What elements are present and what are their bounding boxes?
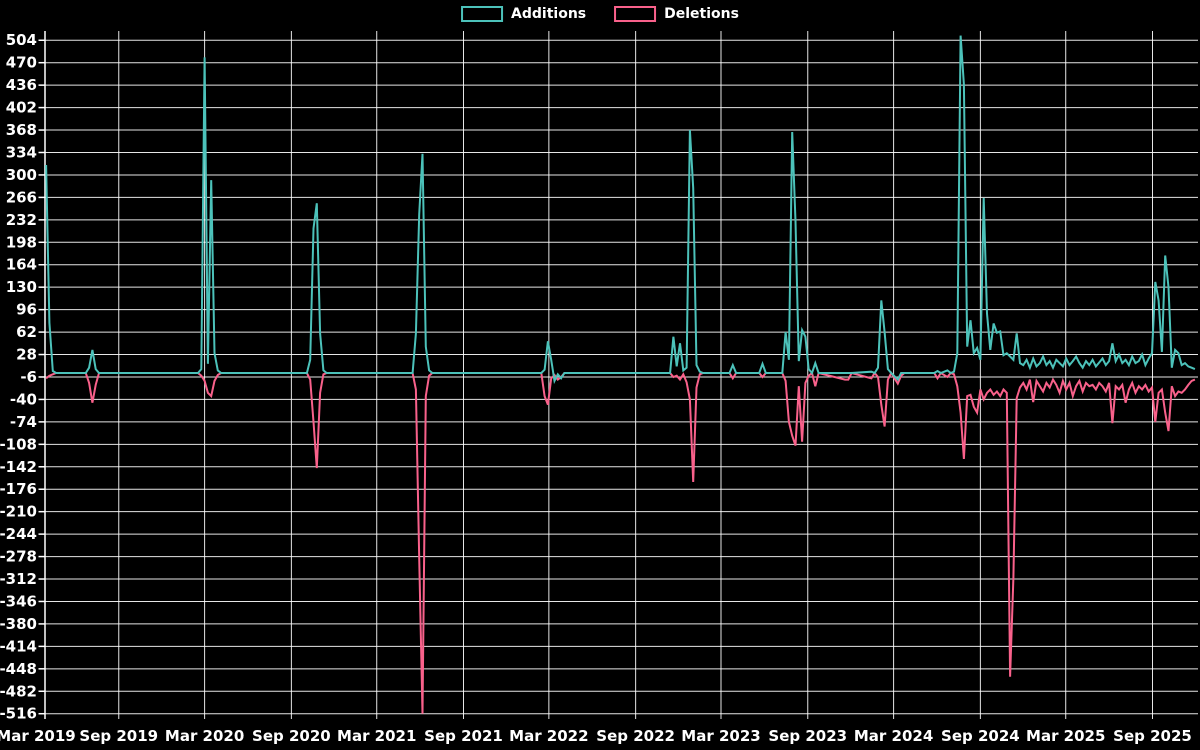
svg-text:Mar 2019: Mar 2019: [0, 727, 76, 745]
legend-item-additions[interactable]: Additions: [461, 6, 586, 22]
svg-text:-380: -380: [0, 615, 37, 633]
svg-text:-482: -482: [0, 682, 37, 700]
deletions-swatch: [614, 6, 657, 22]
svg-text:-142: -142: [0, 458, 37, 476]
svg-text:Mar 2025: Mar 2025: [1026, 727, 1105, 745]
svg-text:232: 232: [6, 211, 37, 229]
svg-text:Sep 2024: Sep 2024: [941, 727, 1020, 745]
svg-text:-414: -414: [0, 637, 37, 655]
svg-text:300: 300: [6, 166, 37, 184]
svg-text:-448: -448: [0, 660, 37, 678]
svg-text:-108: -108: [0, 435, 37, 453]
svg-text:402: 402: [6, 99, 37, 117]
svg-text:Sep 2025: Sep 2025: [1113, 727, 1192, 745]
svg-text:198: 198: [6, 233, 37, 251]
svg-text:Sep 2023: Sep 2023: [768, 727, 847, 745]
svg-text:Mar 2022: Mar 2022: [509, 727, 588, 745]
deletions-line: [45, 370, 1196, 714]
legend-item-deletions[interactable]: Deletions: [614, 6, 739, 22]
svg-text:-176: -176: [0, 480, 37, 498]
svg-text:-40: -40: [10, 390, 37, 408]
svg-text:130: 130: [6, 278, 37, 296]
vertical-gridlines: [118, 31, 1153, 719]
additions-line: [45, 35, 1196, 385]
svg-text:-74: -74: [10, 413, 37, 431]
svg-text:266: 266: [6, 188, 37, 206]
svg-text:-210: -210: [0, 503, 37, 521]
svg-text:-6: -6: [20, 368, 37, 386]
horizontal-gridlines: [45, 39, 1198, 715]
svg-text:504: 504: [6, 31, 37, 49]
svg-text:-312: -312: [0, 570, 37, 588]
x-axis: Mar 2019 Sep 2019 Mar 2020 Sep 2020 Mar 2021…: [0, 727, 1192, 745]
svg-text:-244: -244: [0, 525, 37, 543]
svg-text:96: 96: [16, 301, 37, 319]
svg-text:Mar 2020: Mar 2020: [165, 727, 244, 745]
svg-text:Mar 2024: Mar 2024: [854, 727, 933, 745]
svg-text:-278: -278: [0, 548, 37, 566]
svg-text:Sep 2020: Sep 2020: [252, 727, 331, 745]
svg-text:28: 28: [16, 346, 37, 364]
svg-text:62: 62: [16, 323, 37, 341]
svg-text:Sep 2019: Sep 2019: [79, 727, 158, 745]
svg-text:Sep 2022: Sep 2022: [596, 727, 675, 745]
svg-text:Mar 2021: Mar 2021: [337, 727, 416, 745]
svg-text:436: 436: [6, 76, 37, 94]
additions-swatch: [461, 6, 504, 22]
y-axis: 504 470 436 402 368 334 300 266 232 198 164 130 96 62…: [0, 31, 46, 723]
svg-text:164: 164: [6, 256, 37, 274]
svg-text:-516: -516: [0, 705, 37, 723]
svg-text:334: 334: [6, 143, 37, 161]
additions-label: Additions: [511, 6, 587, 22]
svg-text:Mar 2023: Mar 2023: [681, 727, 760, 745]
deletions-label: Deletions: [664, 6, 739, 22]
svg-text:368: 368: [6, 121, 37, 139]
svg-text:-346: -346: [0, 592, 37, 610]
svg-text:Sep 2021: Sep 2021: [424, 727, 503, 745]
svg-text:470: 470: [6, 54, 37, 72]
legend: Additions Deletions: [461, 6, 739, 22]
